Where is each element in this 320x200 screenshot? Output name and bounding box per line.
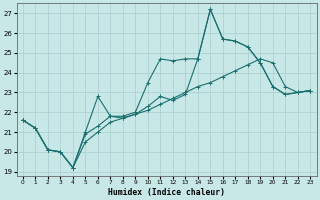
X-axis label: Humidex (Indice chaleur): Humidex (Indice chaleur) [108,188,225,197]
